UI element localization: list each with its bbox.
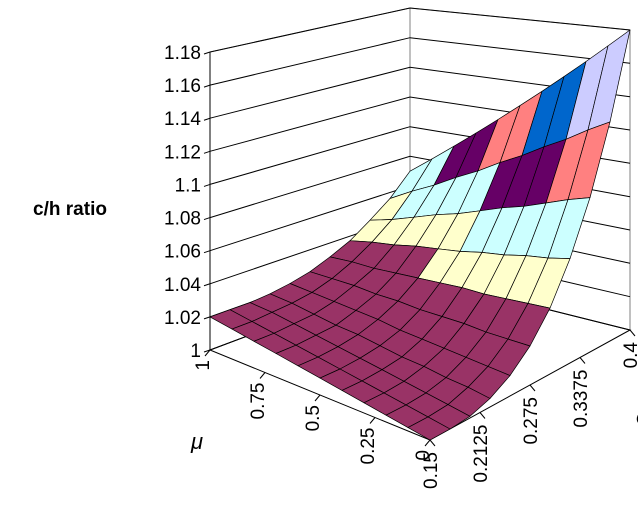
y-tick-label: 0.275 [521, 397, 542, 445]
z-tick-mark [203, 51, 211, 55]
y-tick-label: 0.3375 [571, 370, 592, 428]
z-tick-mark [203, 183, 211, 187]
y-tick-mark [479, 412, 486, 419]
x-axis-title: μ [190, 429, 203, 454]
y-tick-label: 0.4 [621, 342, 638, 369]
y-tick-mark [629, 329, 636, 337]
x-tick-mark [259, 372, 266, 379]
grid-line [209, 37, 631, 86]
z-tick-label: 1 [190, 341, 201, 362]
y-tick-label: 0.2125 [471, 425, 492, 483]
surface-cell [407, 416, 451, 441]
z-tick-label: 1.08 [164, 209, 201, 230]
y-tick-mark [529, 384, 536, 392]
z-tick-label: 1.04 [164, 275, 201, 296]
z-tick-mark [203, 283, 211, 287]
z-tick-label: 1.16 [164, 76, 201, 97]
x-tick-label: 1 [193, 360, 214, 371]
y-tick-label: 0.15 [421, 452, 442, 489]
x-tick-label: 0.25 [358, 428, 379, 465]
x-tick-mark [369, 417, 376, 424]
z-tick-mark [203, 84, 211, 88]
z-tick-label: 1.02 [164, 308, 201, 329]
y-tick-mark [429, 439, 436, 447]
z-tick-mark [203, 217, 211, 221]
x-tick-label: 0.75 [248, 383, 269, 420]
z-axis-title: c/h ratio [33, 199, 107, 220]
x-tick-mark [204, 349, 211, 357]
y-tick-mark [579, 357, 586, 364]
y-axis-title: σ [636, 404, 638, 429]
x-tick-label: 0.5 [303, 405, 324, 431]
z-tick-mark [203, 349, 211, 353]
x-tick-label: 0 [413, 450, 434, 461]
z-tick-mark [203, 150, 211, 154]
z-tick-label: 1.12 [164, 142, 201, 163]
z-tick-label: 1.18 [164, 43, 201, 64]
grid-line [209, 7, 631, 53]
z-tick-label: 1.14 [164, 109, 201, 130]
z-tick-mark [203, 250, 211, 254]
z-tick-label: 1.1 [175, 175, 201, 196]
x-tick-mark [314, 394, 321, 402]
z-tick-label: 1.06 [164, 242, 201, 263]
z-tick-mark [203, 117, 211, 121]
x-tick-mark [424, 439, 431, 447]
z-tick-mark [203, 316, 211, 320]
